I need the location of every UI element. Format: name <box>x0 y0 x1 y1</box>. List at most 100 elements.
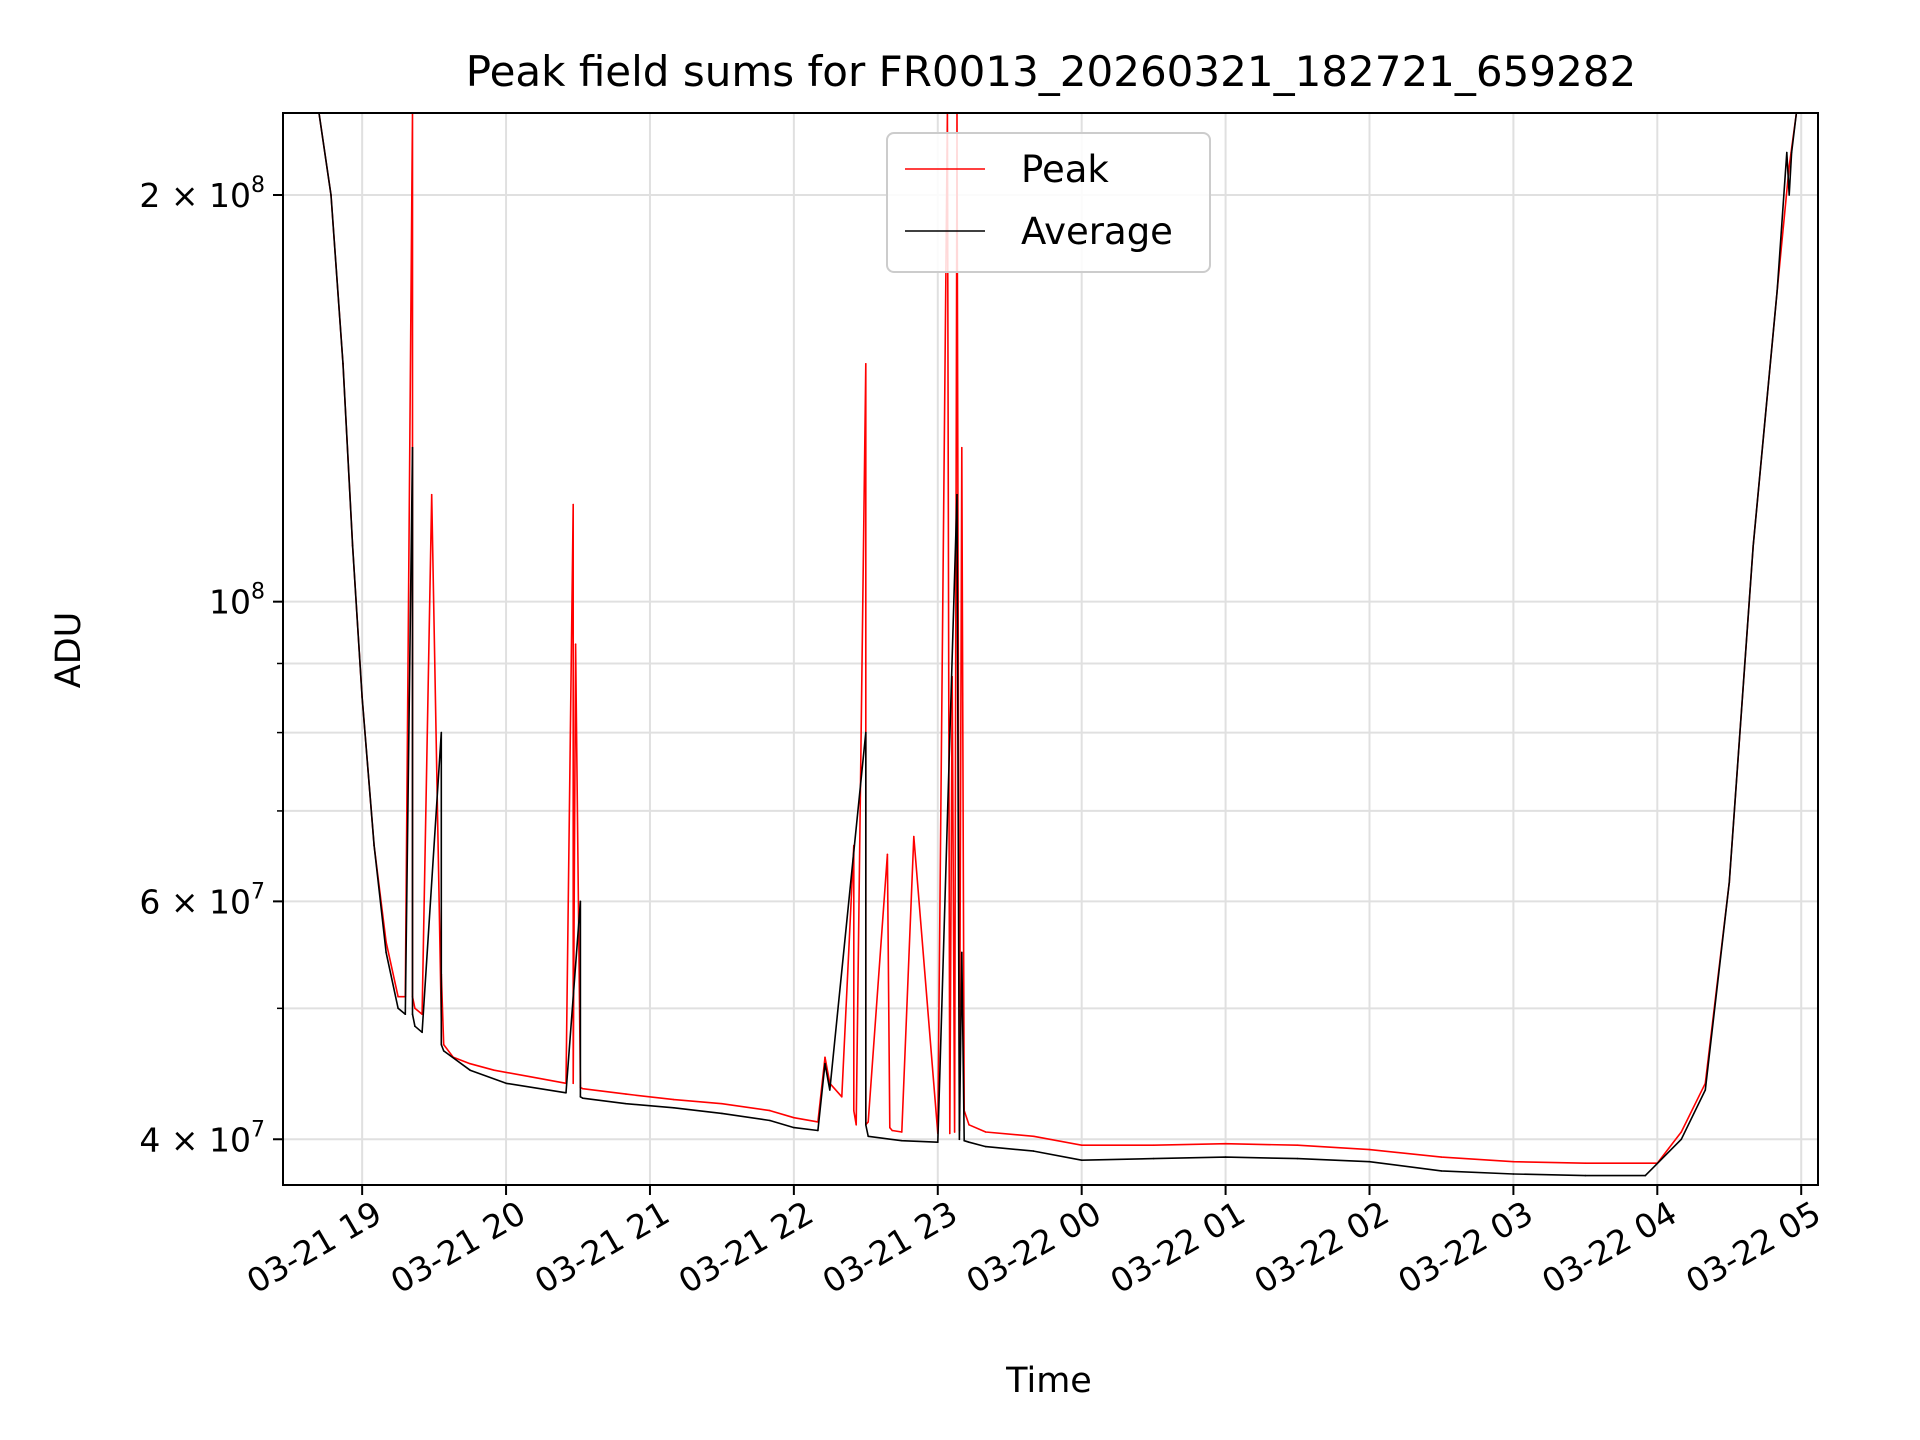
data-point-peak <box>1368 1148 1371 1151</box>
x-axis-title: Time <box>1005 1361 1092 1401</box>
data-point-peak <box>574 643 577 645</box>
data-point-peak <box>582 1087 584 1090</box>
data-point-peak <box>1512 1160 1515 1163</box>
data-point-peak <box>968 1124 970 1126</box>
data-point-average <box>1296 1157 1299 1160</box>
data-point-average <box>1512 1173 1515 1175</box>
data-point-average <box>1584 1174 1587 1177</box>
series-line-average <box>283 113 1802 1177</box>
data-point-peak <box>469 1062 471 1065</box>
data-point-peak <box>886 853 889 856</box>
legend-label-peak: Peak <box>1021 148 1109 191</box>
data-point-average <box>1152 1157 1155 1160</box>
data-point-average <box>956 493 958 496</box>
data-point-average <box>817 1129 819 1132</box>
y-tick-label: 108 <box>209 580 265 622</box>
data-point-peak <box>625 1093 627 1095</box>
data-point-peak <box>1152 1144 1155 1146</box>
data-point-average <box>1368 1160 1371 1163</box>
data-point-average <box>440 731 443 734</box>
chart-title: Peak field sums for FR0013_20260321_1827… <box>466 47 1636 96</box>
data-point-peak <box>984 1131 987 1133</box>
data-point-peak <box>1032 1135 1035 1138</box>
data-point-average <box>505 1082 507 1085</box>
y-tick-label: 4 × 107 <box>139 1117 265 1159</box>
legend-label-average: Average <box>1021 210 1173 253</box>
y-axis-title: ADU <box>49 612 89 689</box>
data-point-peak <box>529 1075 531 1078</box>
data-point-average <box>1790 151 1793 154</box>
data-point-average <box>1776 289 1778 292</box>
data-point-peak <box>853 1109 855 1112</box>
data-point-average <box>414 1025 416 1027</box>
data-point-peak <box>493 1069 495 1071</box>
data-point-average <box>582 1097 584 1099</box>
data-point-peak <box>721 1102 723 1105</box>
y-tick-label: 6 × 107 <box>139 879 265 921</box>
data-point-average <box>440 1043 443 1046</box>
data-point-peak <box>953 1131 956 1133</box>
data-point-peak <box>430 493 433 496</box>
y-axis: 4 × 107 6 × 107 108 2 × 108 <box>139 173 283 1159</box>
data-point-peak <box>949 1132 951 1135</box>
data-point-average <box>411 1013 414 1015</box>
data-point-peak <box>865 363 867 365</box>
data-point-peak <box>1680 1131 1683 1133</box>
data-point-average <box>1704 1089 1707 1091</box>
data-point-peak <box>855 1124 857 1126</box>
data-point-average <box>342 363 344 365</box>
data-point-peak <box>824 1056 826 1059</box>
data-point-average <box>361 696 363 698</box>
data-point-average <box>442 1050 445 1052</box>
data-point-average <box>1080 1159 1083 1161</box>
data-point-peak <box>891 1129 893 1132</box>
data-point-average <box>937 1141 939 1143</box>
data-point-average <box>411 446 414 449</box>
data-point-average <box>625 1102 627 1105</box>
legend-box <box>886 132 1211 273</box>
data-point-average <box>673 1107 675 1109</box>
data-point-average <box>330 194 332 196</box>
data-point-peak <box>442 1043 445 1046</box>
data-point-peak <box>397 995 399 998</box>
data-point-peak <box>1440 1156 1443 1158</box>
data-point-peak <box>1788 165 1790 168</box>
data-point-peak <box>769 1109 771 1112</box>
data-point-average <box>1440 1170 1443 1172</box>
data-point-average <box>961 951 963 954</box>
data-point-average <box>1786 151 1788 154</box>
data-point-average <box>1680 1138 1683 1141</box>
data-point-average <box>865 1124 867 1126</box>
data-point-average <box>958 1138 961 1141</box>
plot-frame <box>282 112 1819 1186</box>
data-point-average <box>1788 194 1790 196</box>
data-point-average <box>579 900 582 903</box>
data-point-average <box>579 1096 582 1098</box>
data-point-average <box>421 1031 423 1034</box>
data-point-peak <box>841 1096 843 1098</box>
data-point-average <box>351 545 354 547</box>
y-tick-label: 2 × 108 <box>139 173 265 215</box>
data-point-average <box>829 1089 831 1091</box>
data-point-average <box>565 1092 567 1094</box>
data-point-peak <box>961 446 963 449</box>
data-point-peak <box>867 1121 869 1123</box>
data-point-average <box>469 1069 471 1071</box>
data-point-peak <box>1584 1162 1587 1164</box>
data-point-peak <box>673 1098 675 1101</box>
legend: Peak Average <box>886 132 1211 273</box>
data-point-average <box>963 1139 965 1142</box>
data-point-peak <box>572 1082 574 1085</box>
data-point-average <box>397 1007 399 1010</box>
data-point-average <box>984 1145 987 1148</box>
data-point-average <box>793 1126 795 1129</box>
data-point-average <box>968 1141 970 1143</box>
data-point-peak <box>1080 1144 1083 1146</box>
data-point-average <box>824 1062 826 1065</box>
data-point-peak <box>793 1116 795 1119</box>
data-point-average <box>901 1139 903 1142</box>
data-point-average <box>769 1119 771 1122</box>
data-point-peak <box>1296 1144 1299 1146</box>
grid-lines <box>283 113 1818 1185</box>
